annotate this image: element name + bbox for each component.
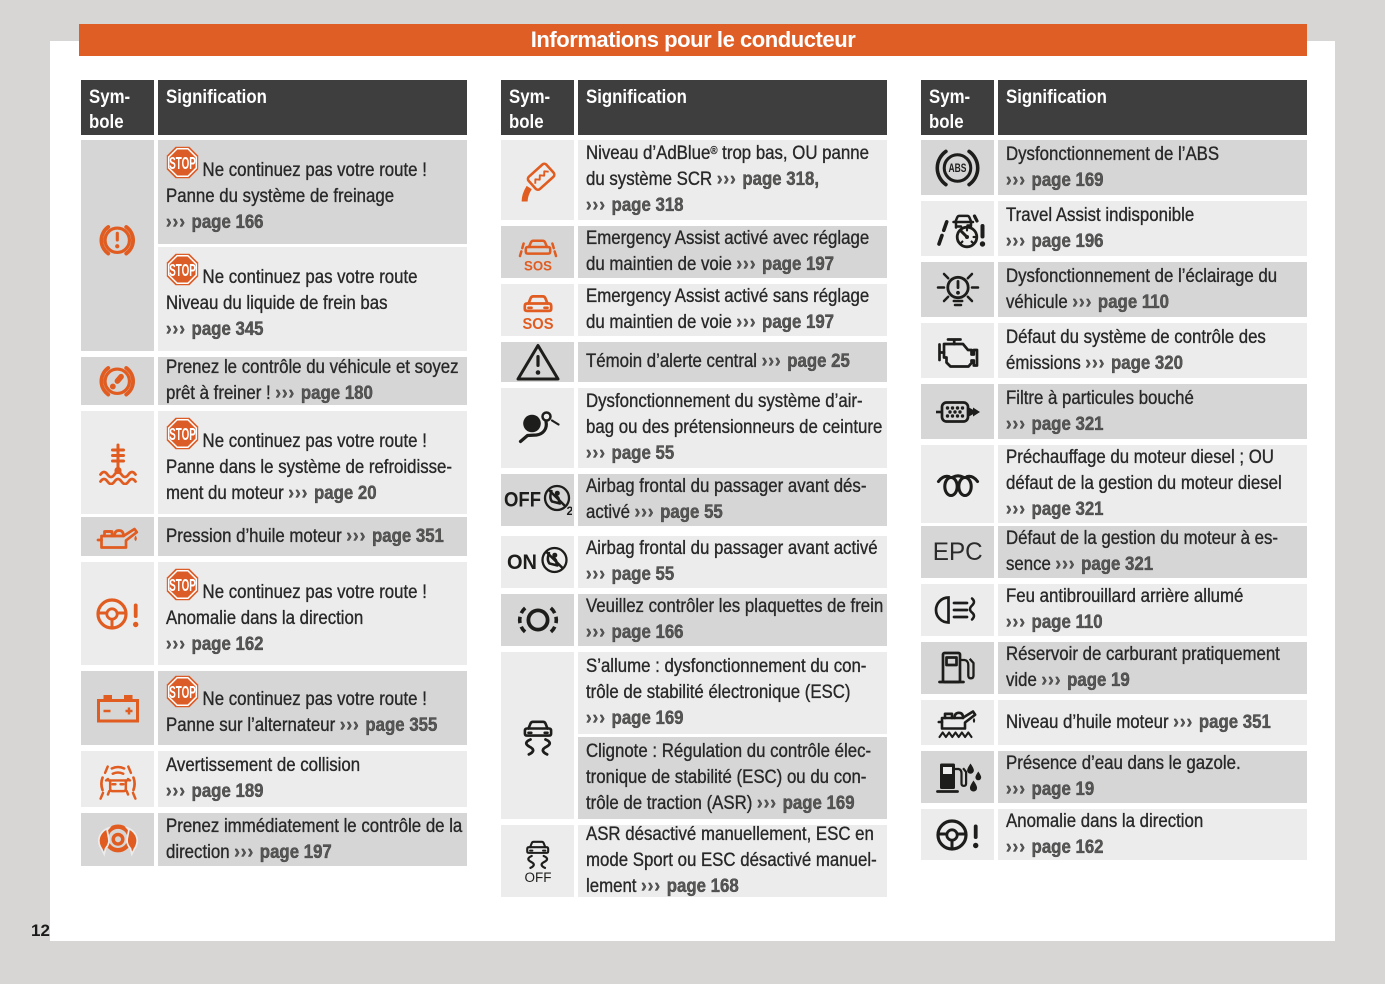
svg-text:STOP: STOP [169,424,196,444]
svg-text:ABS: ABS [949,163,967,175]
svg-text:STOP: STOP [169,260,196,280]
svg-text:STOP: STOP [169,153,196,173]
svg-text:SOS: SOS [524,258,552,274]
svg-text:STOP: STOP [169,575,196,595]
svg-text:OFF: OFF [504,489,541,512]
svg-text:OFF: OFF [524,870,551,884]
svg-text:2: 2 [566,504,572,518]
svg-text:STOP: STOP [169,682,196,702]
svg-text:ON: ON [507,551,537,574]
svg-text:SOS: SOS [522,316,553,332]
